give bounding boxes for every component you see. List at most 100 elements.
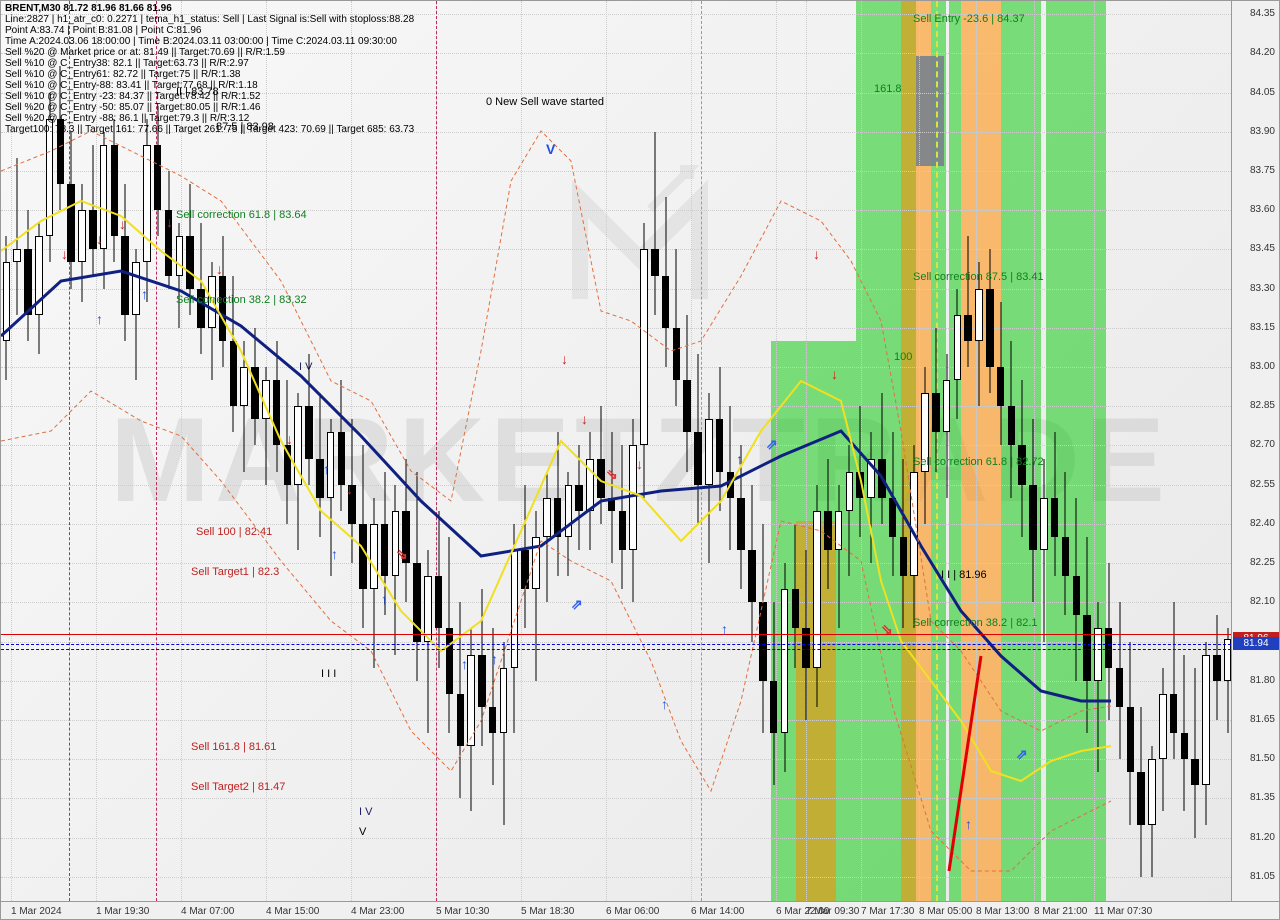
candle[interactable] [240,1,248,903]
candle[interactable] [521,1,529,903]
candle[interactable] [230,1,238,903]
candle[interactable] [1148,1,1156,903]
candle[interactable] [165,1,173,903]
candle[interactable] [208,1,216,903]
candle[interactable] [67,1,75,903]
candle[interactable] [294,1,302,903]
candle[interactable] [273,1,281,903]
candle[interactable] [986,1,994,903]
candle[interactable] [1008,1,1016,903]
candle[interactable] [565,1,573,903]
candle[interactable] [57,1,65,903]
candle[interactable] [532,1,540,903]
candle[interactable] [910,1,918,903]
candle[interactable] [424,1,432,903]
candle[interactable] [586,1,594,903]
candle[interactable] [1105,1,1113,903]
candle[interactable] [154,1,162,903]
candle[interactable] [100,1,108,903]
candle[interactable] [748,1,756,903]
x-axis[interactable]: 1 Mar 20241 Mar 19:304 Mar 07:004 Mar 15… [1,901,1279,919]
candle[interactable] [3,1,11,903]
candle[interactable] [1137,1,1145,903]
candle[interactable] [1040,1,1048,903]
candle[interactable] [13,1,21,903]
candle[interactable] [219,1,227,903]
candle[interactable] [305,1,313,903]
candle[interactable] [1213,1,1221,903]
candle[interactable] [943,1,951,903]
candle[interactable] [900,1,908,903]
candle[interactable] [316,1,324,903]
candle[interactable] [402,1,410,903]
candle[interactable] [694,1,702,903]
candle[interactable] [1181,1,1189,903]
candle[interactable] [392,1,400,903]
candle[interactable] [1083,1,1091,903]
candle[interactable] [792,1,800,903]
candle[interactable] [413,1,421,903]
candle[interactable] [835,1,843,903]
candle[interactable] [186,1,194,903]
candle[interactable] [359,1,367,903]
candle[interactable] [651,1,659,903]
candle[interactable] [381,1,389,903]
candle[interactable] [1018,1,1026,903]
candle[interactable] [716,1,724,903]
candle[interactable] [997,1,1005,903]
chart-container[interactable]: MARKETZTRADE ↓↑↓↓↑↓↓↓↑↑↓↑⇘↑↑⇗V↓↓⇘↓↑↑↑⇗↓↓… [0,0,1280,920]
candle[interactable] [111,1,119,903]
candle[interactable] [251,1,259,903]
candle[interactable] [143,1,151,903]
candle[interactable] [284,1,292,903]
candle[interactable] [511,1,519,903]
candle[interactable] [727,1,735,903]
candle[interactable] [132,1,140,903]
candle[interactable] [78,1,86,903]
candle[interactable] [121,1,129,903]
candle[interactable] [1202,1,1210,903]
candle[interactable] [1170,1,1178,903]
candle[interactable] [964,1,972,903]
candle[interactable] [575,1,583,903]
candle[interactable] [457,1,465,903]
candle[interactable] [921,1,929,903]
candle[interactable] [856,1,864,903]
candle[interactable] [327,1,335,903]
candle[interactable] [932,1,940,903]
candle[interactable] [478,1,486,903]
candle[interactable] [446,1,454,903]
candle[interactable] [543,1,551,903]
candle[interactable] [640,1,648,903]
candle[interactable] [348,1,356,903]
candle[interactable] [1094,1,1102,903]
candle[interactable] [500,1,508,903]
candle[interactable] [781,1,789,903]
candle[interactable] [24,1,32,903]
candle[interactable] [619,1,627,903]
candle[interactable] [954,1,962,903]
candle[interactable] [608,1,616,903]
candle[interactable] [489,1,497,903]
candle[interactable] [683,1,691,903]
candle[interactable] [197,1,205,903]
candle[interactable] [1159,1,1167,903]
candle[interactable] [629,1,637,903]
candle[interactable] [802,1,810,903]
candle[interactable] [705,1,713,903]
candle[interactable] [176,1,184,903]
candle[interactable] [1062,1,1070,903]
candle[interactable] [370,1,378,903]
candle[interactable] [878,1,886,903]
candle[interactable] [889,1,897,903]
candle[interactable] [824,1,832,903]
candle[interactable] [1029,1,1037,903]
candle[interactable] [89,1,97,903]
candle[interactable] [338,1,346,903]
candle[interactable] [867,1,875,903]
candle[interactable] [435,1,443,903]
y-axis[interactable]: 84.3584.2084.0583.9083.7583.6083.4583.30… [1231,1,1279,919]
candle[interactable] [1073,1,1081,903]
candle[interactable] [467,1,475,903]
candle[interactable] [46,1,54,903]
